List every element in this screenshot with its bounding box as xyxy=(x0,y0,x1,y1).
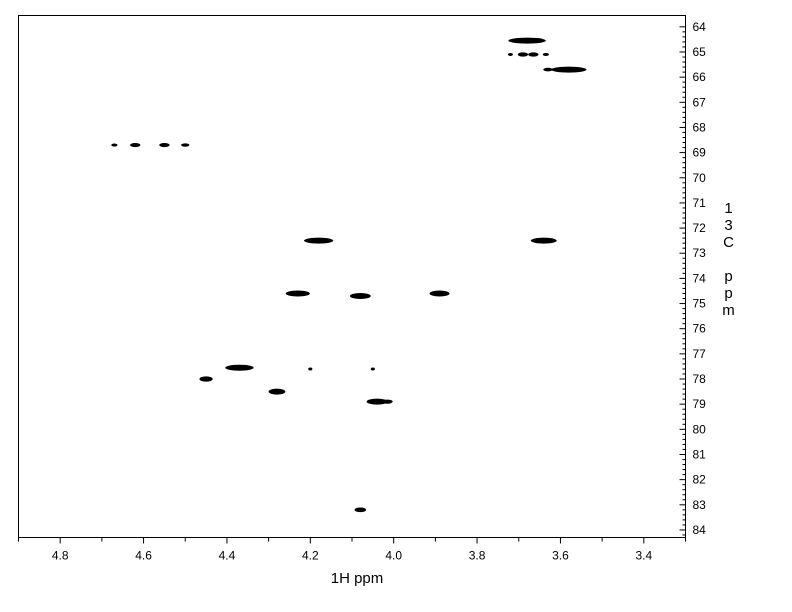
peak-4 xyxy=(528,52,539,57)
y-tick-label: 83 xyxy=(693,498,707,512)
y-tick-label: 65 xyxy=(693,45,707,59)
peak-7 xyxy=(551,66,587,73)
y-tick-label: 77 xyxy=(693,347,707,361)
y-tick-label: 81 xyxy=(693,447,707,461)
peak-23 xyxy=(382,399,393,404)
x-axis-title: 1H ppm xyxy=(331,570,384,587)
peak-6 xyxy=(543,67,553,72)
peaks-layer xyxy=(111,37,587,513)
y-tick-label: 68 xyxy=(693,120,707,134)
y-tick-label: 80 xyxy=(693,422,707,436)
x-tick-label: 4.0 xyxy=(385,549,402,563)
peak-20 xyxy=(199,376,213,382)
x-tick-label: 4.2 xyxy=(302,549,319,563)
peak-18 xyxy=(308,367,313,371)
peak-15 xyxy=(349,292,371,299)
x-tick-label: 4.4 xyxy=(219,549,236,563)
y-axis-title: 13C ppm xyxy=(720,200,737,319)
peak-24 xyxy=(354,507,367,513)
x-tick-label: 3.6 xyxy=(552,549,569,563)
x-tick-label: 4.8 xyxy=(52,549,69,563)
x-axis: 4.8 4.6 4.4 4.2 4.0 3.8 3.6 3.4 xyxy=(18,537,686,563)
x-tick-label: 4.6 xyxy=(135,549,152,563)
y-tick-label: 72 xyxy=(693,221,707,235)
y-tick-label: 69 xyxy=(693,146,707,160)
peak-21 xyxy=(268,388,286,395)
peak-13 xyxy=(530,237,557,244)
y-tick-label: 74 xyxy=(693,271,707,285)
y-tick-label: 76 xyxy=(693,322,707,336)
peak-22 xyxy=(366,398,388,405)
peak-19 xyxy=(370,367,375,371)
x-tick-label: 3.4 xyxy=(635,549,652,563)
y-tick-label: 78 xyxy=(693,372,707,386)
peak-9 xyxy=(130,142,141,148)
y-tick-label: 64 xyxy=(693,20,707,34)
y-tick-label: 70 xyxy=(693,171,707,185)
y-axis: 64 65 66 67 68 69 70 71 72 73 74 75 76 77 78 79 80 81 82 83… xyxy=(679,20,707,537)
peak-16 xyxy=(429,290,450,297)
y-tick-label: 82 xyxy=(693,473,707,487)
x-tick-label: 3.8 xyxy=(469,549,486,563)
peak-5 xyxy=(542,52,549,56)
peak-11 xyxy=(181,143,190,147)
y-tick-label: 67 xyxy=(693,95,707,109)
y-tick-label: 73 xyxy=(693,246,707,260)
peak-10 xyxy=(159,142,170,148)
y-tick-label: 84 xyxy=(693,523,707,537)
peak-17 xyxy=(225,364,254,371)
y-tick-label: 71 xyxy=(693,196,707,210)
peak-1 xyxy=(531,38,544,44)
plot-frame xyxy=(18,15,686,538)
peak-8 xyxy=(111,143,118,147)
y-tick-label: 79 xyxy=(693,397,707,411)
peak-14 xyxy=(285,290,310,297)
peak-12 xyxy=(304,237,334,244)
peak-2 xyxy=(507,52,513,56)
y-tick-label: 66 xyxy=(693,70,707,84)
y-tick-label: 75 xyxy=(693,297,707,311)
peak-3 xyxy=(517,52,529,57)
